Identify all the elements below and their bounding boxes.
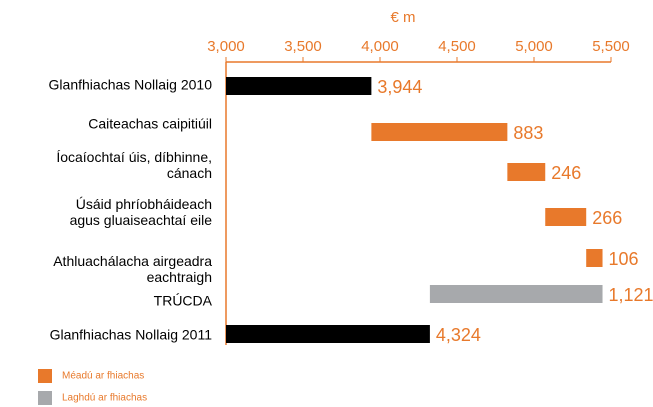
value-label: 883 [513,123,543,143]
x-tick-label: 5,500 [592,38,630,55]
value-label: 4,324 [436,325,481,345]
value-label: 246 [551,163,581,183]
x-tick-label: 4,500 [438,38,476,55]
legend-label: Laghdú ar fhiachas [62,393,147,404]
category-label: Glanfhiachas Nollaig 2011 [50,327,213,343]
value-label: 106 [609,249,639,269]
bar [226,77,372,95]
category-label: TRÚCDA [154,293,213,309]
category-label: Úsáid phríobháideach agus gluaiseachtaí e… [70,196,213,228]
axis-title: € m [390,9,415,26]
value-label: 266 [592,208,622,228]
legend-label: Méadú ar fhiachas [62,371,144,382]
bar [507,163,546,181]
x-tick-label: 3,000 [207,38,245,55]
x-tick-label: 5,000 [515,38,553,55]
bar [545,208,587,226]
category-label: Íocaíochtaí úis, díbhinne, cánach [56,149,212,181]
legend-swatch [38,369,52,383]
bar [586,249,603,267]
bar [429,285,603,303]
x-tick-label: 4,000 [361,38,399,55]
x-tick-label: 3,500 [284,38,322,55]
value-label: 3,944 [377,77,422,97]
bar [371,123,508,141]
bar [226,325,430,343]
legend-swatch [38,391,52,405]
category-label: Glanfhiachas Nollaig 2010 [49,77,213,93]
category-label: Caiteachas caipitiúil [88,116,212,132]
value-label: 1,121 [609,285,653,305]
category-label: Athluachálacha airgeadra eachtraigh [53,253,212,285]
